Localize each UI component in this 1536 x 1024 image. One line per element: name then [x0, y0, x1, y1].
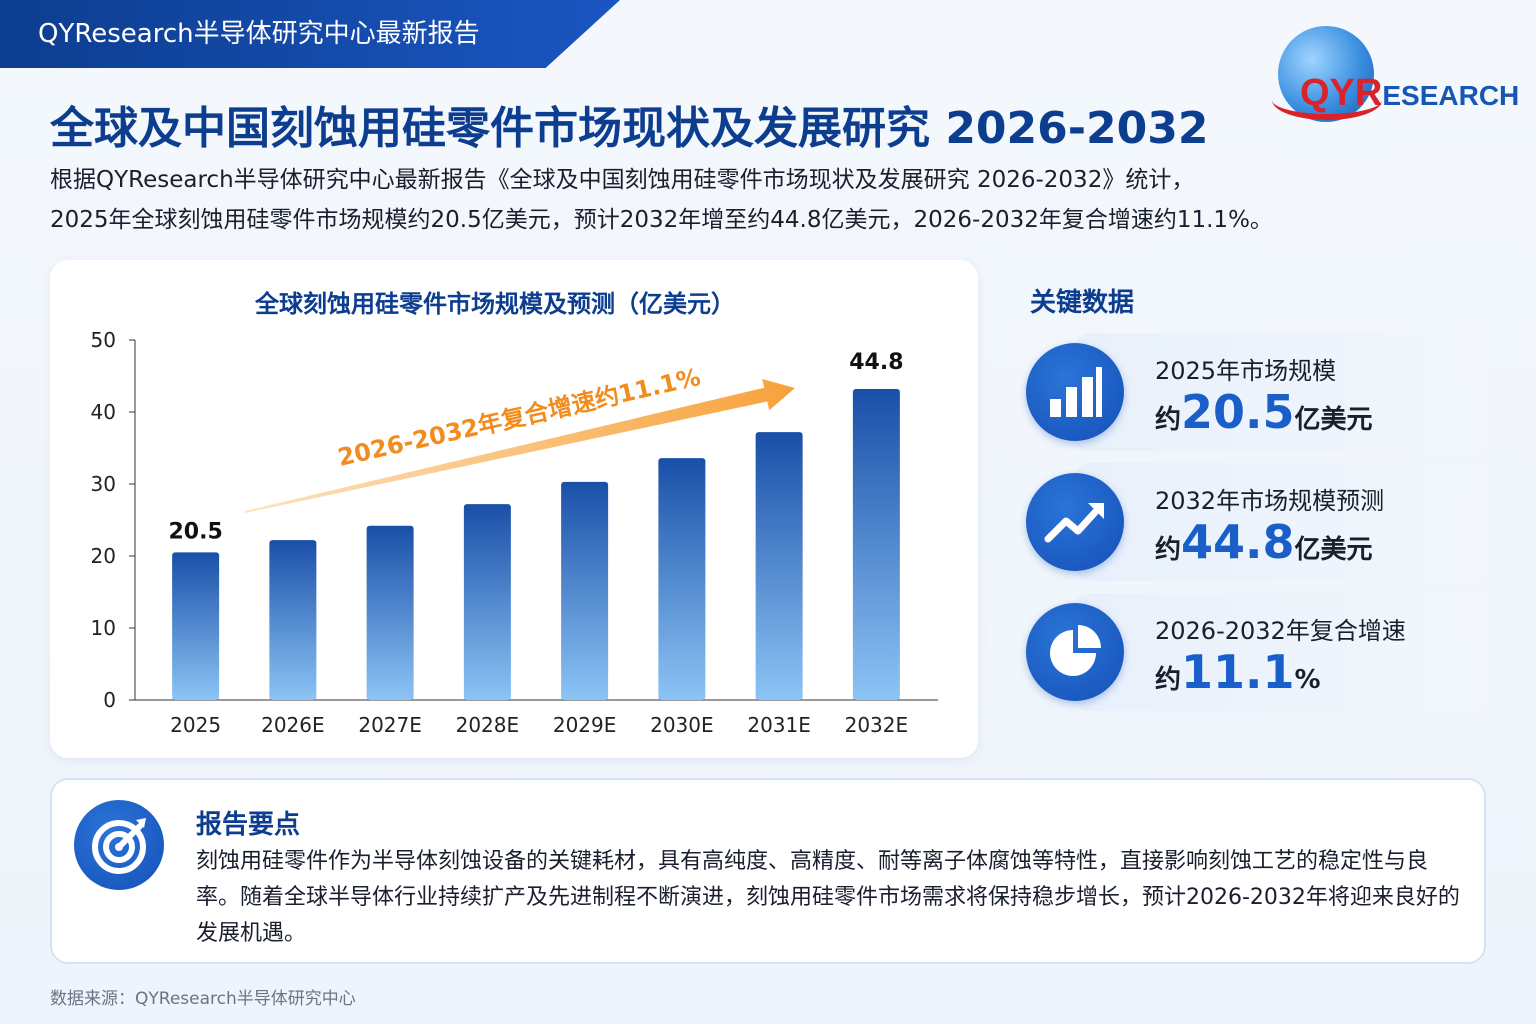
- bar-chart-icon: [1026, 343, 1124, 441]
- kpi-value: 约11.1%: [1155, 645, 1321, 699]
- kpi-suffix: %: [1294, 665, 1321, 695]
- kpi-number: 11.1: [1181, 645, 1295, 699]
- x-tick-label: 2027E: [358, 713, 422, 737]
- kpi-card: 2032年市场规模预测 约44.8亿美元: [1075, 463, 1487, 581]
- y-tick-label: 30: [91, 472, 116, 496]
- chart-card: 全球刻蚀用硅零件市场规模及预测（亿美元） 0 10 20 30 40 50 2025 2026…: [50, 260, 978, 758]
- bar: [463, 504, 511, 700]
- pie-chart-icon: [1026, 603, 1124, 701]
- bar: [269, 540, 317, 700]
- x-tick-label: 2032E: [845, 713, 909, 737]
- trend-up-icon: [1026, 473, 1124, 571]
- x-tick-label: 2025: [170, 713, 221, 737]
- summary-card: 报告要点 刻蚀用硅零件作为半导体刻蚀设备的关键耗材，具有高纯度、高精度、耐等离子…: [50, 778, 1486, 964]
- intro-text: 根据QYResearch半导体研究中心最新报告《全球及中国刻蚀用硅零件市场现状及…: [50, 160, 1490, 240]
- data-label: 44.8: [849, 350, 903, 375]
- summary-title: 报告要点: [196, 810, 301, 840]
- kpi-label: 2025年市场规模: [1155, 357, 1337, 385]
- bar: [755, 432, 803, 700]
- kpi-number: 20.5: [1181, 385, 1295, 439]
- target-icon: [74, 800, 164, 890]
- y-tick-label: 0: [103, 688, 116, 712]
- kpi-value: 约44.8亿美元: [1155, 515, 1373, 569]
- summary-text: 刻蚀用硅零件作为半导体刻蚀设备的关键耗材，具有高纯度、高精度、耐等离子体腐蚀等特…: [196, 849, 1460, 946]
- x-tick-label: 2026E: [261, 713, 325, 737]
- logo-wordmark: QYRESEARCH: [1300, 72, 1519, 115]
- bar: [561, 481, 609, 700]
- logo-qyr: QYR: [1300, 72, 1383, 114]
- y-tick-label: 40: [91, 400, 116, 424]
- intro-line-2: 2025年全球刻蚀用硅零件市场规模约20.5亿美元，预计2032年增至约44.8…: [50, 207, 1273, 233]
- arrow-shape: [244, 378, 796, 513]
- chart-title: 全球刻蚀用硅零件市场规模及预测（亿美元）: [255, 290, 735, 318]
- kpi-card: 2025年市场规模 约20.5亿美元: [1075, 333, 1487, 451]
- bar: [366, 525, 414, 700]
- bar: [172, 552, 220, 700]
- x-tick-label: 2030E: [650, 713, 714, 737]
- y-tick-label: 20: [91, 544, 116, 568]
- page-title: 全球及中国刻蚀用硅零件市场现状及发展研究 2026-2032: [50, 103, 1209, 154]
- kpi-prefix: 约: [1155, 405, 1182, 435]
- kpi-suffix: 亿美元: [1294, 405, 1373, 435]
- top-banner: QYResearch半导体研究中心最新报告: [0, 0, 620, 68]
- kpi-value: 约20.5亿美元: [1155, 385, 1373, 439]
- kpi-prefix: 约: [1155, 665, 1182, 695]
- kpi-prefix: 约: [1155, 535, 1182, 565]
- bar-chart: 0 10 20 30 40 50 2025 2026E 2027E 2028E 2029E 2030E…: [91, 328, 938, 737]
- y-tick-label: 10: [91, 616, 116, 640]
- logo-swoosh: [1272, 80, 1382, 120]
- kpi-suffix: 亿美元: [1294, 535, 1373, 565]
- key-data-title: 关键数据: [1030, 288, 1135, 318]
- intro-line-1: 根据QYResearch半导体研究中心最新报告《全球及中国刻蚀用硅零件市场现状及…: [50, 167, 1195, 193]
- logo-esearch: ESEARCH: [1382, 80, 1520, 111]
- kpi-label: 2032年市场规模预测: [1155, 487, 1385, 515]
- y-tick-label: 50: [91, 328, 116, 352]
- bar: [658, 458, 706, 700]
- qyresearch-logo: QYRESEARCH: [1272, 22, 1519, 132]
- x-tick-label: 2029E: [553, 713, 617, 737]
- kpi-card: 2026-2032年复合增速 约11.1%: [1075, 593, 1487, 711]
- kpi-label: 2026-2032年复合增速: [1155, 617, 1406, 645]
- kpi-number: 44.8: [1181, 515, 1295, 569]
- x-tick-label: 2028E: [456, 713, 520, 737]
- data-label: 20.5: [168, 519, 222, 544]
- growth-arrow: [244, 378, 796, 513]
- data-source: 数据来源：QYResearch半导体研究中心: [50, 989, 356, 1009]
- bar: [852, 388, 900, 700]
- x-tick-label: 2031E: [747, 713, 811, 737]
